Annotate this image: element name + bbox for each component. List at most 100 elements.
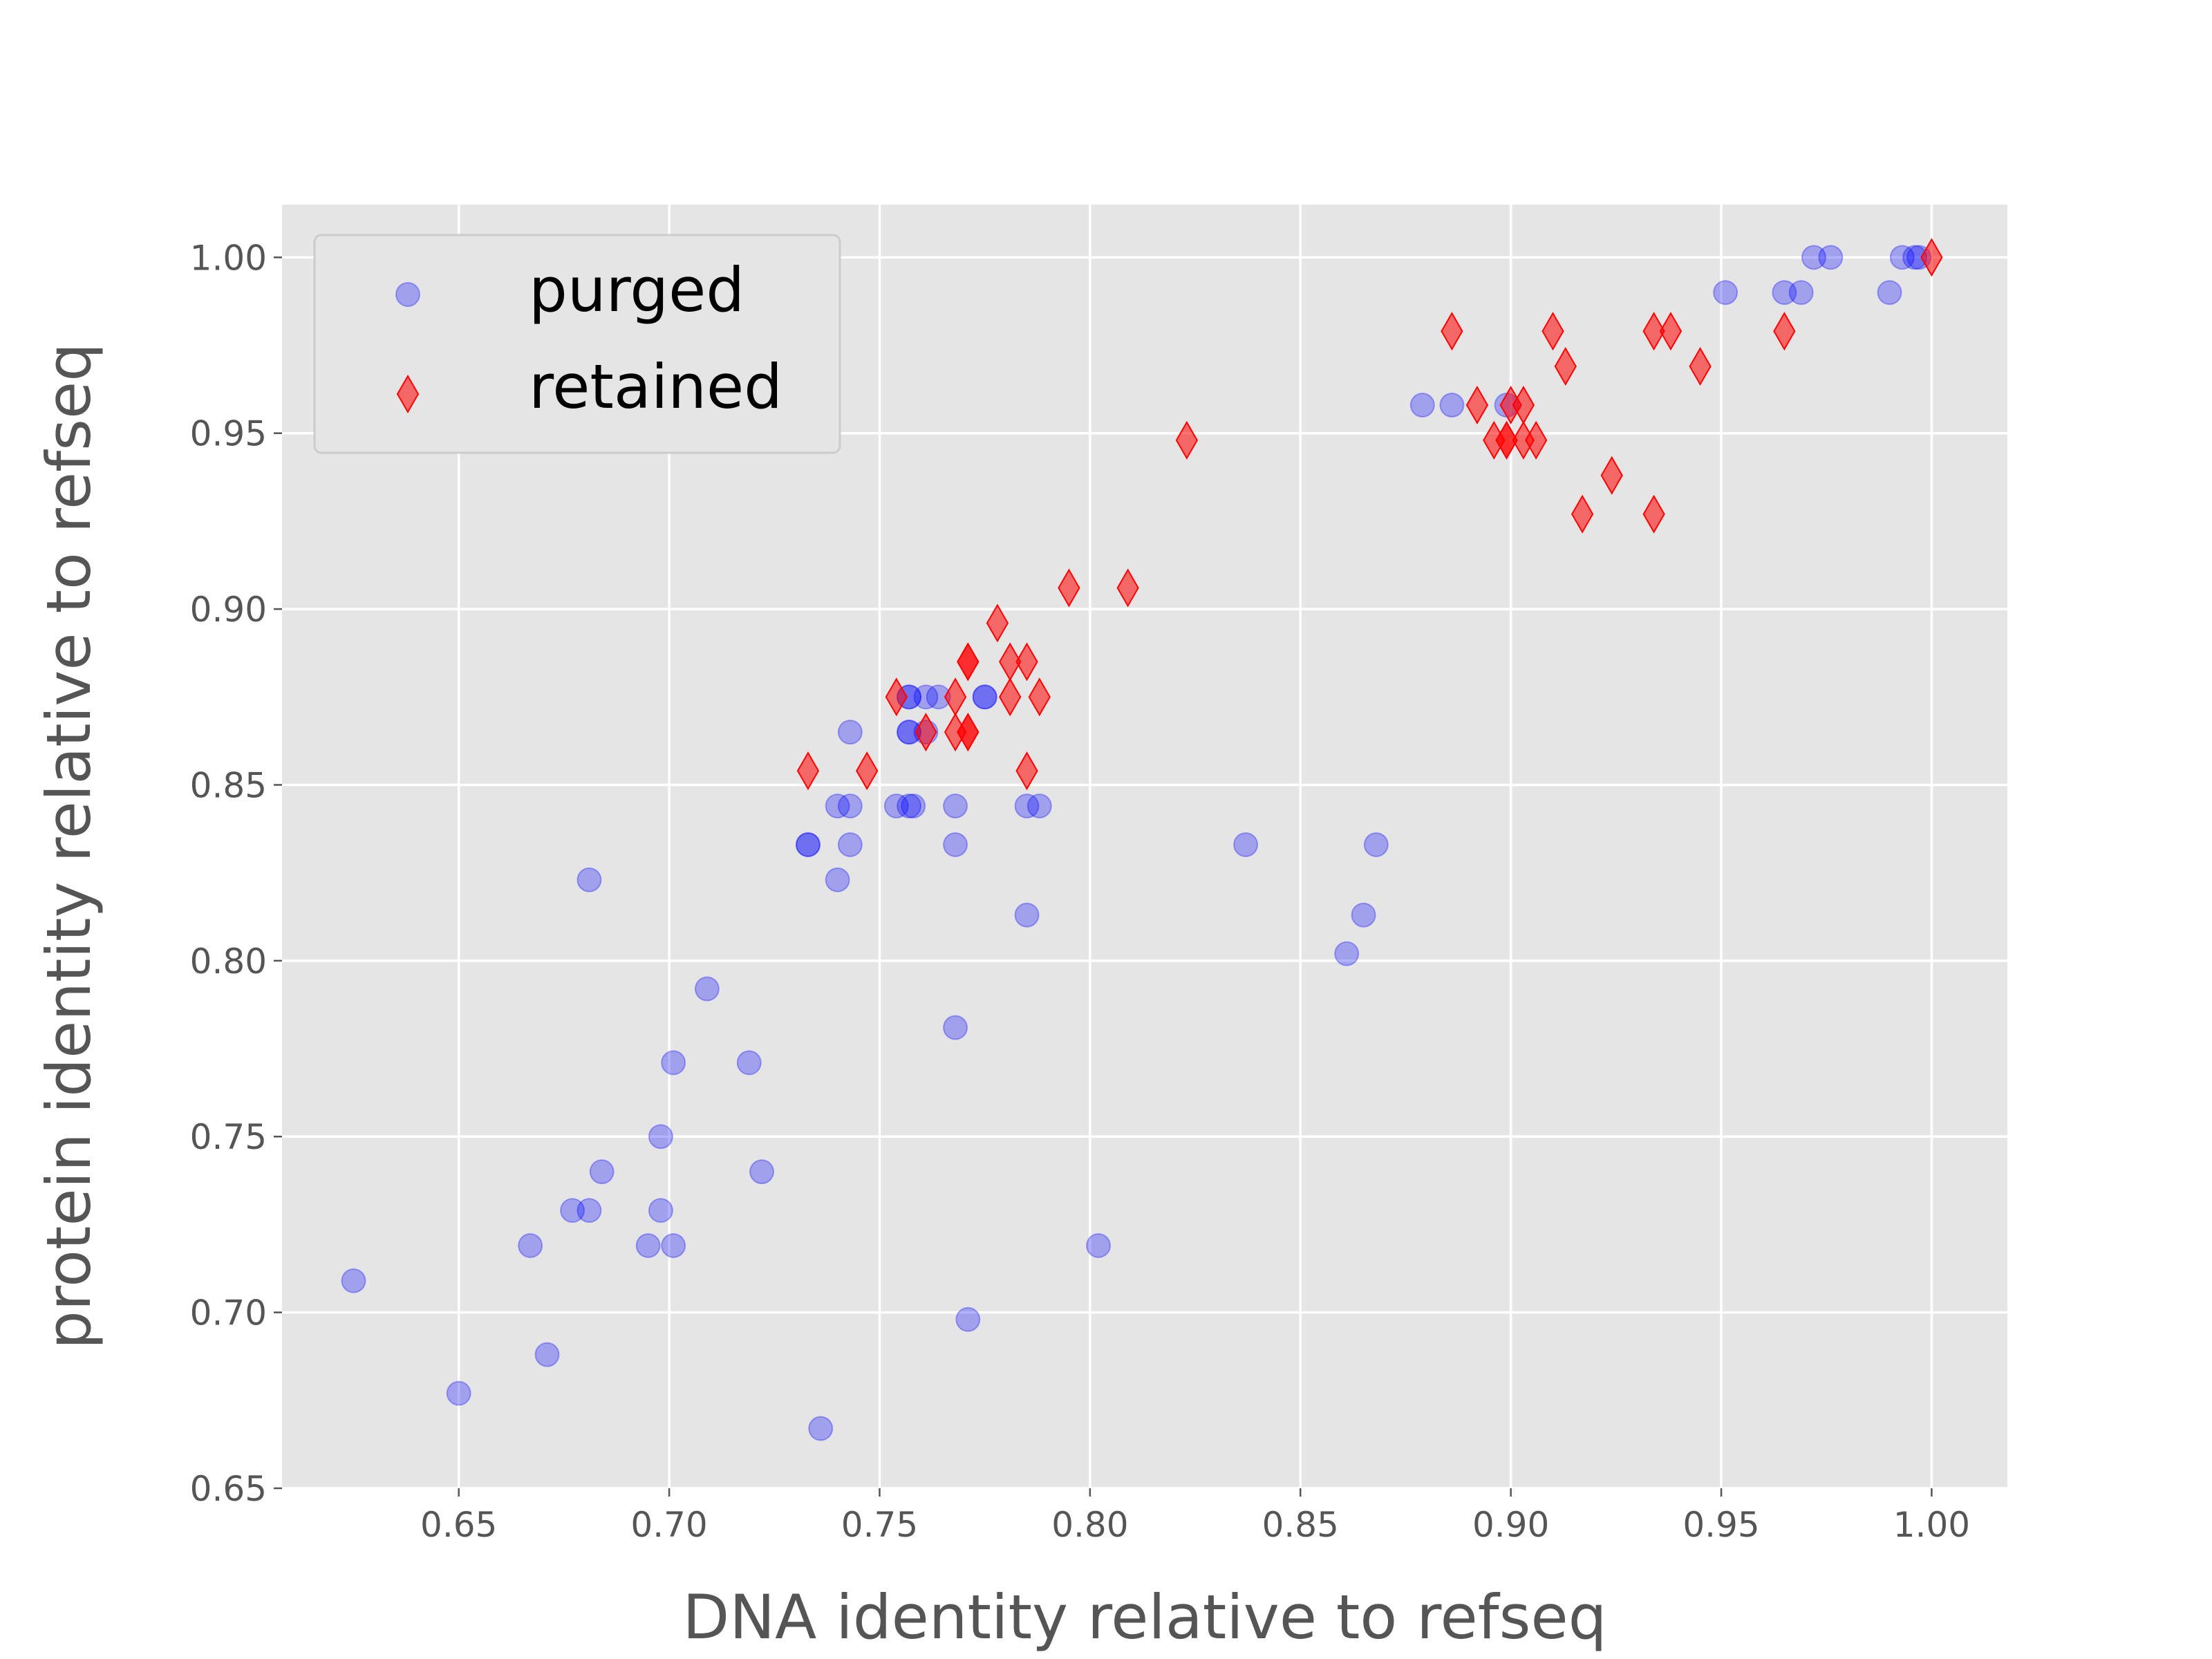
point-purged	[661, 1050, 686, 1076]
point-purged	[589, 1159, 615, 1185]
point-purged	[943, 793, 968, 818]
point-retained	[796, 751, 820, 791]
point-purged	[1877, 280, 1902, 306]
point-purged	[1233, 832, 1259, 857]
point-purged	[1334, 941, 1360, 966]
point-purged	[1409, 392, 1435, 418]
x-axis-ticks: 0.65 0.70 0.75 0.80 0.85 0.90 0.95 1.00	[420, 1488, 1970, 1545]
y-tick-label: 0.90	[190, 590, 267, 630]
point-purged	[648, 1198, 673, 1224]
x-tick-label: 0.70	[630, 1505, 707, 1545]
point-purged	[694, 976, 720, 1002]
legend-marker-purged	[395, 282, 420, 307]
point-purged	[1801, 245, 1826, 270]
point-purged	[446, 1380, 471, 1406]
legend-box	[313, 234, 841, 454]
y-tick-label: 0.75	[190, 1117, 267, 1157]
point-purged	[955, 1306, 981, 1332]
point-purged	[1363, 832, 1389, 857]
point-purged	[341, 1268, 366, 1293]
point-purged	[1086, 1232, 1112, 1258]
point-purged	[661, 1232, 686, 1258]
legend-marker-retained	[396, 374, 420, 414]
point-retained	[1015, 751, 1038, 791]
point-purged	[808, 1416, 834, 1441]
point-purged	[749, 1159, 775, 1185]
point-purged	[1027, 793, 1052, 818]
point-purged	[648, 1124, 673, 1150]
data-points	[341, 238, 1943, 1441]
point-purged	[560, 1198, 585, 1224]
point-purged	[534, 1342, 560, 1367]
point-retained	[1600, 456, 1623, 495]
y-tick-label: 0.80	[190, 941, 267, 982]
point-retained	[1689, 347, 1712, 386]
y-tick-label: 0.65	[190, 1469, 267, 1509]
x-tick-label: 0.85	[1262, 1505, 1339, 1545]
point-purged	[1014, 902, 1040, 928]
point-purged	[1772, 280, 1797, 306]
y-tick-label: 1.00	[190, 238, 267, 278]
point-purged	[897, 793, 922, 818]
point-retained	[999, 677, 1022, 717]
point-purged	[972, 684, 997, 710]
x-tick-label: 0.90	[1472, 1505, 1549, 1545]
point-purged	[837, 793, 863, 818]
point-purged	[577, 867, 602, 892]
point-retained	[1015, 642, 1038, 682]
point-retained	[1441, 312, 1463, 351]
point-retained	[1465, 385, 1489, 424]
legend-label-retained: retained	[529, 351, 782, 422]
point-purged	[837, 832, 863, 857]
point-purged	[1014, 793, 1040, 818]
point-retained	[1058, 568, 1080, 608]
point-purged	[1788, 280, 1814, 306]
point-purged	[1713, 280, 1738, 306]
point-purged	[913, 684, 939, 710]
point-retained	[1541, 312, 1564, 351]
point-retained	[1571, 494, 1594, 534]
legend-label-purged: purged	[529, 254, 744, 326]
x-tick-label: 1.00	[1893, 1505, 1970, 1545]
point-retained	[986, 603, 1009, 643]
point-purged	[1889, 245, 1915, 270]
point-purged	[1439, 392, 1465, 418]
point-purged	[577, 1198, 602, 1224]
point-purged	[943, 832, 968, 857]
x-tick-label: 0.95	[1683, 1505, 1759, 1545]
point-retained	[1659, 312, 1683, 351]
point-retained	[957, 713, 980, 752]
point-retained	[1495, 420, 1518, 460]
y-tick-label: 0.95	[190, 414, 267, 454]
point-retained	[1773, 312, 1796, 351]
point-purged	[943, 1015, 968, 1040]
point-retained	[1175, 420, 1199, 460]
point-purged	[795, 832, 821, 857]
y-tick-label: 0.85	[190, 765, 267, 805]
x-tick-label: 0.80	[1051, 1505, 1128, 1545]
point-retained	[915, 713, 937, 752]
point-retained	[1920, 238, 1943, 277]
point-purged	[795, 832, 821, 857]
point-retained	[957, 642, 980, 682]
point-purged	[837, 720, 863, 745]
point-purged	[825, 867, 850, 892]
x-tick-label: 0.65	[420, 1505, 497, 1545]
y-axis-label: protein identity relative to refseq	[33, 343, 104, 1349]
point-purged	[972, 684, 997, 710]
point-retained	[1554, 347, 1577, 386]
point-purged	[825, 793, 850, 818]
point-purged	[518, 1232, 543, 1258]
point-retained	[1028, 677, 1051, 717]
point-purged	[635, 1232, 661, 1258]
x-tick-label: 0.75	[841, 1505, 918, 1545]
point-retained	[885, 677, 908, 717]
legend: purged retained	[313, 234, 841, 454]
x-axis-label: DNA identity relative to refseq	[683, 1582, 1607, 1653]
point-purged	[736, 1050, 762, 1076]
point-purged	[901, 793, 926, 818]
point-retained	[1525, 420, 1548, 460]
point-retained	[1642, 312, 1665, 351]
y-tick-label: 0.70	[190, 1293, 267, 1333]
